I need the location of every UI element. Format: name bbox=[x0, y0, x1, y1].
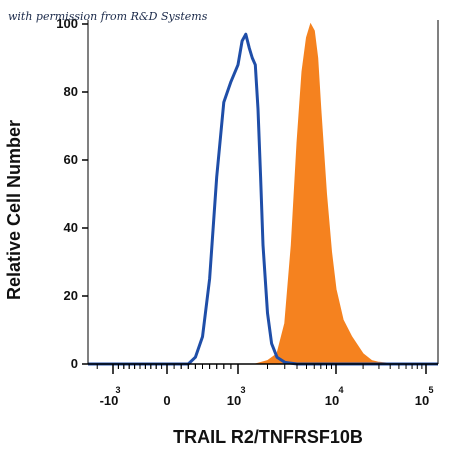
axis-layer bbox=[82, 20, 439, 374]
y-tick-label: 60 bbox=[64, 152, 78, 167]
x-tick-label: 10 bbox=[325, 393, 339, 408]
x-tick-label: 10 bbox=[227, 393, 241, 408]
y-tick-label: 40 bbox=[64, 220, 78, 235]
x-axis-label: TRAIL R2/TNFRSF10B bbox=[173, 427, 363, 447]
watermark-text: with permission from R&D Systems bbox=[8, 10, 208, 23]
series-1-line bbox=[88, 32, 438, 366]
x-tick-exponent: 3 bbox=[240, 385, 245, 395]
x-tick-label: 10 bbox=[415, 393, 429, 408]
series-0-filled-area bbox=[88, 22, 438, 365]
x-tick-label: -10 bbox=[100, 393, 119, 408]
x-tick-exponent: 5 bbox=[428, 385, 433, 395]
y-tick-label: 0 bbox=[71, 356, 78, 371]
series-layer bbox=[88, 22, 438, 366]
y-axis-label: Relative Cell Number bbox=[4, 120, 24, 300]
x-tick-exponent: 4 bbox=[338, 385, 343, 395]
y-tick-label: 100 bbox=[56, 16, 78, 31]
y-tick-label: 20 bbox=[64, 288, 78, 303]
y-tick-label: 80 bbox=[64, 84, 78, 99]
x-tick-label: 0 bbox=[163, 393, 170, 408]
x-tick-exponent: 3 bbox=[115, 385, 120, 395]
